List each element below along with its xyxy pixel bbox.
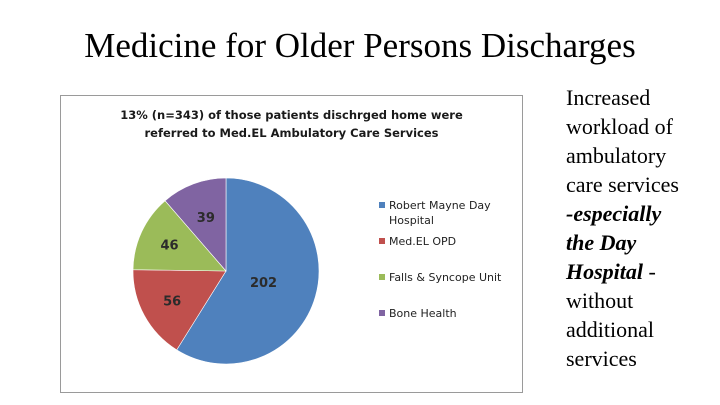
- side-text: Increased workload of ambulatory care servi…: [566, 83, 716, 373]
- pie-slice-falls-syncope-unit: [132, 200, 227, 272]
- side-text-line: the Day: [566, 230, 637, 255]
- legend-label: Med.EL OPD: [389, 235, 457, 248]
- legend-label: Falls & Syncope Unit: [389, 271, 502, 284]
- pie-slice-bone-health: [164, 177, 227, 272]
- legend-swatch: [379, 238, 385, 244]
- legend-label: Robert Mayne Day Hospital: [389, 199, 491, 227]
- pie-slice-med-el-opd: [132, 269, 227, 351]
- side-text-line: without: [566, 288, 634, 313]
- side-text-line: Hospital -: [566, 259, 656, 284]
- side-text-line: workload of: [566, 114, 673, 139]
- pie-data-label: 202: [250, 276, 277, 291]
- chart-title: 13% (n=343) of those patients dischrged …: [61, 106, 522, 142]
- pie-plot-area: 202 56 46 39: [132, 177, 320, 365]
- side-text-emphasis: Hospital: [566, 259, 644, 284]
- pie-data-label: 39: [197, 211, 215, 226]
- chart-title-line-1: 13% (n=343) of those patients dischrged …: [120, 108, 463, 122]
- chart-title-line-2: referred to Med.EL Ambulatory Care Servi…: [144, 126, 439, 140]
- side-text-line: Increased: [566, 85, 651, 110]
- side-text-line: care services: [566, 172, 679, 197]
- pie-data-label: 46: [160, 239, 178, 254]
- pie-chart: 13% (n=343) of those patients dischrged …: [60, 95, 523, 393]
- slide-title: Medicine for Older Persons Discharges: [84, 26, 636, 65]
- legend-swatch: [379, 202, 385, 208]
- legend-swatch: [379, 310, 385, 316]
- side-text-line: additional: [566, 317, 654, 342]
- legend-label: Bone Health: [389, 307, 457, 320]
- pie-data-label: 56: [163, 294, 181, 309]
- pie-slice-robert-mayne-day-hospital: [176, 177, 320, 365]
- legend-swatch: [379, 274, 385, 280]
- side-text-line: -especially: [566, 201, 662, 226]
- side-text-line: ambulatory: [566, 143, 667, 168]
- side-text-line: services: [566, 346, 637, 371]
